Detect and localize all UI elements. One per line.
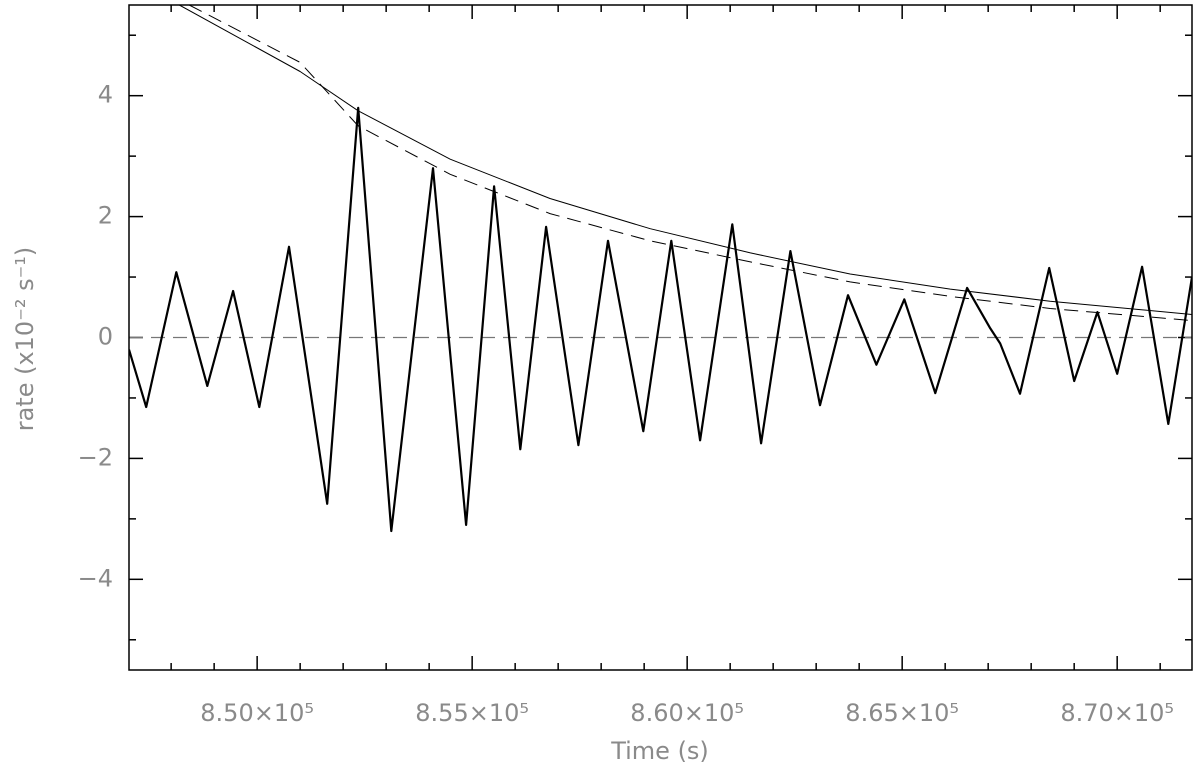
y-tick-label: 0 — [98, 323, 113, 351]
y-axis-label: rate (x10⁻² s⁻¹) — [11, 247, 39, 432]
x-tick-label: 8.60×10⁵ — [630, 699, 744, 727]
y-tick-label: 4 — [98, 81, 113, 109]
x-tick-label: 8.65×10⁵ — [845, 699, 959, 727]
y-tick-label: 2 — [98, 202, 113, 230]
x-tick-label: 8.55×10⁵ — [415, 699, 529, 727]
x-tick-label: 8.50×10⁵ — [200, 699, 314, 727]
series-line — [129, 106, 1192, 533]
series-line — [188, 5, 1192, 322]
x-axis-label: Time (s) — [610, 737, 709, 765]
series-line — [179, 5, 1192, 315]
x-tick-label: 8.70×10⁵ — [1060, 699, 1174, 727]
y-tick-label: −2 — [78, 443, 113, 471]
y-tick-label: −4 — [78, 564, 113, 592]
plot-frame — [128, 4, 1193, 671]
